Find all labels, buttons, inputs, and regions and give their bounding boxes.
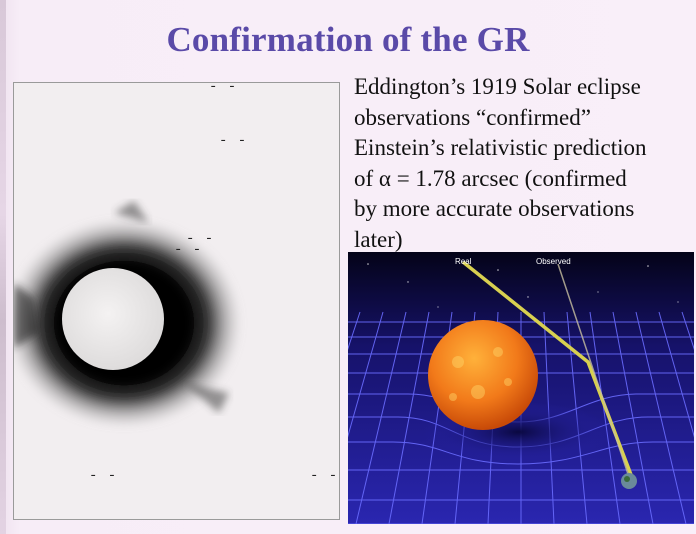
spacetime-grid [348, 252, 694, 524]
sun [428, 320, 538, 430]
lensing-illustration: Real Observed [348, 252, 694, 524]
star-marker: - - [174, 242, 203, 258]
star-marker: - - [89, 468, 118, 484]
star-marker: - - [209, 82, 238, 95]
slide-body-text: Eddington’s 1919 Solar eclipse observati… [354, 74, 647, 252]
label-real: Real [455, 257, 472, 266]
eclipse-photograph: - - - - - - - - - - - - [13, 82, 340, 520]
window-edge [0, 0, 6, 534]
observed-light-path [461, 260, 635, 481]
star-marker: - - [219, 133, 248, 149]
star-marker: - - [310, 468, 339, 484]
slide-title: Confirmation of the GR [166, 20, 530, 59]
eclipse-image [14, 83, 339, 519]
star-marker: - - [186, 231, 215, 247]
moon-disk [62, 268, 164, 370]
label-observed: Observed [536, 257, 571, 266]
real-light-path [557, 263, 631, 481]
